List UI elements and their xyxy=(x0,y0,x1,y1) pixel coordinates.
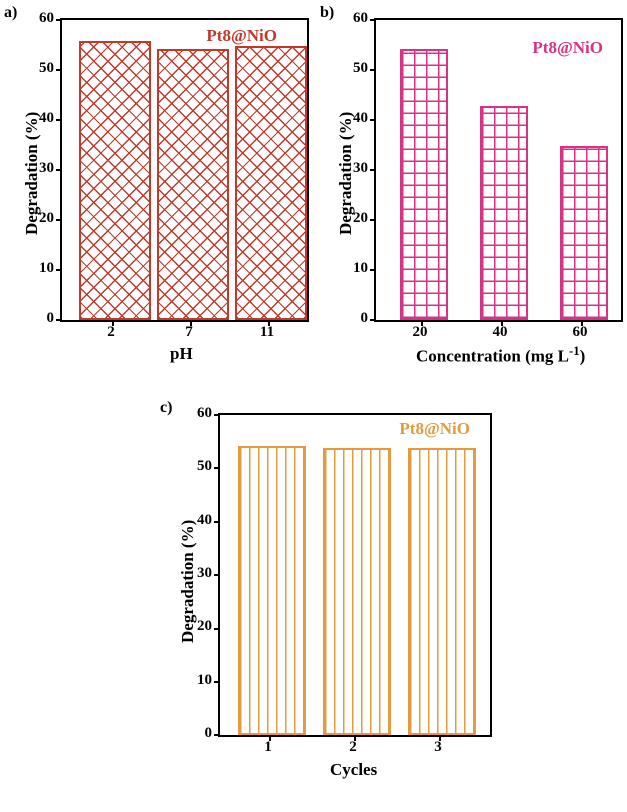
ytick: 10 xyxy=(30,260,54,277)
ytick: 10 xyxy=(188,672,212,689)
xtick: 20 xyxy=(413,324,428,341)
panel-c-ylabel: Degradation (%) xyxy=(178,520,198,643)
panel-c-bar-1 xyxy=(238,446,306,735)
panel-c-bar-3 xyxy=(408,448,476,735)
panel-c-chart: Pt8@NiO xyxy=(218,413,492,737)
panel-c: c) Pt8@NiO 0 10 20 30 40 50 60 1 2 3 Deg… xyxy=(140,395,500,805)
figure-container: a) Pt8@NiO 0 10 20 30 40 50 60 xyxy=(0,0,627,812)
panel-a-bar-1 xyxy=(79,41,151,320)
ytick: 60 xyxy=(344,10,368,27)
xtick: 60 xyxy=(573,324,588,341)
panel-b-bar-3 xyxy=(560,146,608,320)
xtick: 3 xyxy=(434,739,442,756)
panel-a-chart: Pt8@NiO xyxy=(60,18,309,322)
ytick: 50 xyxy=(344,60,368,77)
panel-b-ylabel: Degradation (%) xyxy=(336,112,356,235)
xtick: 40 xyxy=(493,324,508,341)
ytick: 50 xyxy=(188,458,212,475)
panel-b-bar-1 xyxy=(400,49,448,321)
ytick: 0 xyxy=(344,310,368,327)
panel-a-ylabel: Degradation (%) xyxy=(22,112,42,235)
panel-a-xlabel: pH xyxy=(170,344,193,364)
ytick: 60 xyxy=(188,405,212,422)
xtick: 11 xyxy=(260,324,274,341)
panel-b-id: b) xyxy=(320,4,334,22)
panel-a-series-label: Pt8@NiO xyxy=(206,26,277,46)
panel-a-id: a) xyxy=(4,4,17,22)
ytick: 60 xyxy=(30,10,54,27)
panel-c-series-label: Pt8@NiO xyxy=(399,419,470,439)
panel-a-bar-2 xyxy=(157,49,229,321)
xtick: 1 xyxy=(264,739,272,756)
panel-b-series-label: Pt8@NiO xyxy=(532,38,603,58)
ytick: 10 xyxy=(344,260,368,277)
xtick: 2 xyxy=(349,739,357,756)
panel-a-bar-3 xyxy=(235,46,307,320)
xtick: 7 xyxy=(185,324,193,341)
xtick: 2 xyxy=(107,324,115,341)
panel-a: a) Pt8@NiO 0 10 20 30 40 50 60 xyxy=(0,0,315,380)
panel-b-chart: Pt8@NiO xyxy=(374,18,623,322)
panel-b-xlabel: Concentration (mg L-1) xyxy=(416,344,585,367)
panel-c-bar-2 xyxy=(323,448,391,735)
panel-b: b) Pt8@NiO 0 10 20 30 40 50 60 20 40 60 … xyxy=(316,0,627,380)
panel-b-bar-2 xyxy=(480,106,528,320)
ytick: 0 xyxy=(188,725,212,742)
ytick: 50 xyxy=(30,60,54,77)
ytick: 0 xyxy=(30,310,54,327)
panel-c-xlabel: Cycles xyxy=(330,760,377,780)
panel-c-id: c) xyxy=(160,399,172,417)
